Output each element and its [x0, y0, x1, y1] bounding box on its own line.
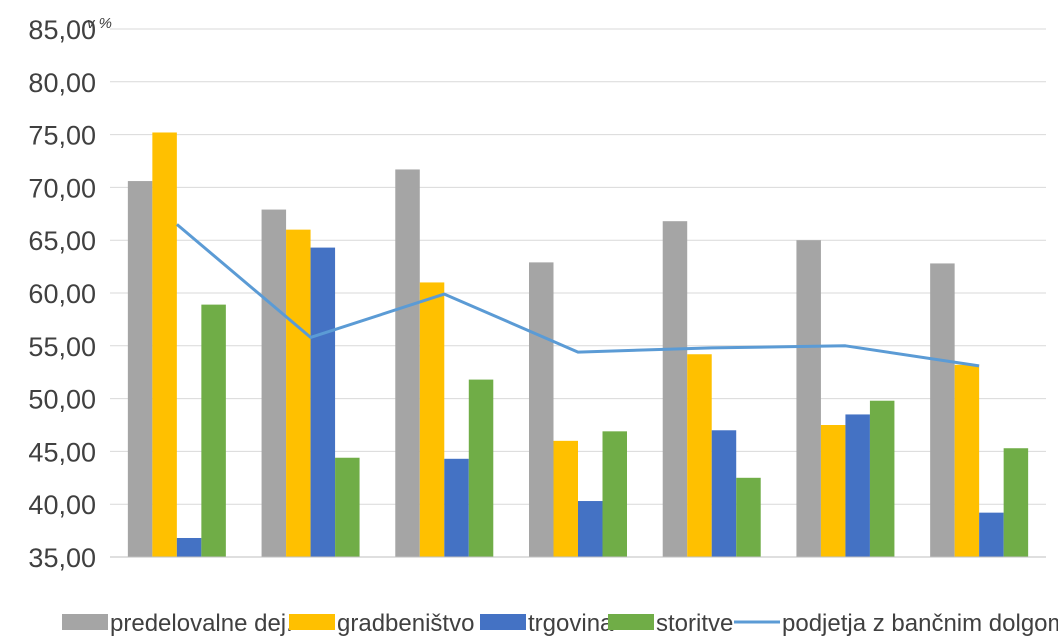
line-series	[175, 223, 980, 368]
bar-predelovalne-dej-	[127, 181, 153, 557]
bar-storitve	[869, 400, 895, 557]
bar-trgovina	[979, 512, 1004, 557]
bar-storitve	[335, 457, 360, 557]
bar-storitve	[736, 477, 761, 557]
bar-trgovina	[578, 501, 603, 557]
y-tick-label: 70,00	[28, 173, 96, 203]
legend-label: storitve	[656, 610, 733, 637]
legend-label: predelovalne dej.	[110, 610, 293, 637]
y-axis: 35,00 40,00 45,00 50,00 55,00 60,00 65,00 70,00…	[28, 15, 96, 573]
bar-trgovina	[310, 247, 336, 558]
bar-storitve	[468, 379, 494, 557]
bar-predelovalne-dej-	[261, 209, 287, 558]
legend-swatch	[480, 614, 526, 630]
y-tick-label: 55,00	[28, 332, 96, 362]
bar-predelovalne-dej-	[395, 169, 420, 557]
y-tick-label: 35,00	[28, 543, 96, 573]
y-tick-label: 60,00	[28, 279, 96, 309]
bars	[127, 132, 1029, 558]
bar-predelovalne-dej-	[662, 221, 688, 557]
bar-predelovalne-dej-	[930, 263, 955, 557]
bar-gradbeni-tvo	[687, 354, 712, 557]
y-tick-label: 80,00	[28, 68, 96, 98]
y-unit-label: v %	[87, 15, 112, 32]
y-tick-label: 65,00	[28, 226, 96, 256]
y-tick-label: 40,00	[28, 490, 96, 520]
y-tick-label: 85,00	[28, 15, 96, 45]
bar-gradbeni-tvo	[286, 229, 311, 557]
legend-swatch	[289, 614, 335, 630]
bar-storitve	[602, 431, 627, 557]
legend-label: podjetja z bančnim dolgom	[782, 610, 1058, 637]
legend: predelovalne dej. gradbeništvo trgovina sto…	[62, 610, 1058, 637]
legend-label: trgovina	[528, 610, 614, 637]
y-tick-label: 45,00	[28, 437, 96, 467]
legend-label: gradbeništvo	[337, 610, 474, 637]
bar-storitve	[201, 304, 226, 557]
bar-gradbeni-tvo	[954, 364, 980, 557]
y-tick-label: 50,00	[28, 385, 96, 415]
bar-gradbeni-tvo	[553, 440, 578, 557]
bar-predelovalne-dej-	[796, 240, 821, 557]
bar-trgovina	[711, 430, 737, 557]
bar-trgovina	[444, 458, 469, 557]
bar-predelovalne-dej-	[529, 262, 554, 557]
bar-gradbeni-tvo	[419, 282, 445, 557]
gridlines	[110, 28, 1046, 505]
legend-swatch	[608, 614, 654, 630]
line-podjetja-z-bancnim-dolgom	[175, 223, 980, 368]
legend-swatch	[62, 614, 108, 630]
bar-trgovina	[176, 537, 202, 557]
bar-trgovina	[845, 414, 870, 557]
y-tick-label: 75,00	[28, 121, 96, 151]
bar-storitve	[1003, 448, 1029, 557]
bar-gradbeni-tvo	[152, 132, 177, 557]
bar-gradbeni-tvo	[820, 425, 846, 557]
